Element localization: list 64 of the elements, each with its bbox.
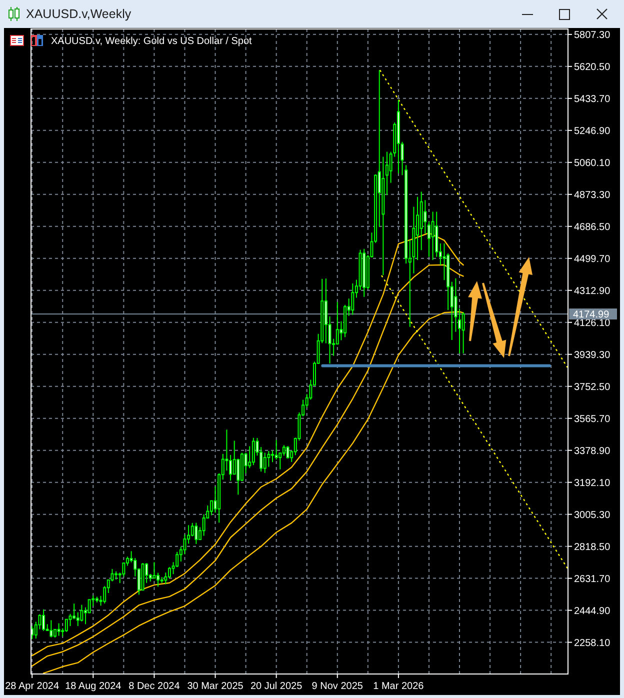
- candlestick: [42, 608, 46, 632]
- y-tick-label: 4499.70: [574, 254, 611, 265]
- y-tick-label: 5246.90: [574, 126, 611, 137]
- candlestick: [229, 454, 232, 482]
- x-tick-label: 18 Aug 2024: [65, 681, 122, 692]
- y-tick-label: 4312.90: [574, 286, 611, 297]
- y-tick-label: 3565.70: [574, 414, 611, 425]
- candlestick: [64, 618, 68, 632]
- candlestick: [271, 450, 274, 463]
- y-tick-label: 5620.50: [574, 62, 611, 73]
- candlestick: [458, 308, 462, 354]
- y-tick-label: 2444.90: [574, 606, 611, 617]
- candlestick: [57, 622, 60, 636]
- candlestick: [416, 196, 420, 261]
- candlestick: [152, 562, 156, 579]
- y-tick-label: 4686.50: [574, 222, 611, 233]
- candlestick: [190, 522, 194, 537]
- candlestick: [462, 312, 465, 354]
- candlestick: [431, 211, 434, 261]
- y-tick-label: 3005.30: [574, 510, 611, 521]
- candlestick: [225, 429, 228, 472]
- chart-title: XAUUSD.v,Weekly: [26, 7, 132, 21]
- y-tick-label: 4873.30: [574, 190, 611, 201]
- y-tick-label: 2258.10: [574, 638, 611, 649]
- x-tick-label: 20 Jul 2025: [250, 681, 303, 692]
- y-tick-label: 2631.70: [574, 574, 611, 585]
- candlestick: [88, 598, 91, 614]
- candlestick: [274, 440, 278, 460]
- candlestick: [282, 444, 286, 456]
- y-tick-label: 3192.10: [574, 478, 611, 489]
- y-tick-label: 3752.50: [574, 382, 611, 393]
- candlestick: [424, 200, 427, 234]
- y-tick-label: 2818.50: [574, 542, 611, 553]
- candlestick: [80, 604, 84, 622]
- candlestick: [324, 278, 328, 344]
- candlestick: [168, 566, 171, 579]
- y-tick-label: 3939.30: [574, 350, 611, 361]
- candlestick: [427, 221, 430, 258]
- candlestick: [76, 612, 80, 627]
- candlestick: [156, 572, 160, 588]
- candlestick: [72, 603, 76, 620]
- candlestick: [50, 620, 53, 638]
- ref-line-label: 4174.99: [573, 309, 610, 320]
- y-tick-label: 5433.70: [574, 94, 611, 105]
- text: XAUUSD.v, Weekly: Gold vs US Dollar / Spot: [51, 36, 252, 47]
- candlestick: [202, 514, 206, 536]
- y-tick-label: 5807.30: [574, 30, 611, 41]
- candlestick: [286, 446, 290, 460]
- x-tick-label: 28 Apr 2024: [5, 681, 60, 692]
- y-tick-label: 3378.90: [574, 446, 611, 457]
- candlestick: [351, 283, 354, 316]
- candlestick: [194, 522, 198, 545]
- candlestick: [210, 500, 213, 516]
- candlestick: [252, 437, 255, 466]
- x-tick-label: 1 Mar 2026: [373, 681, 424, 692]
- x-tick-label: 8 Dec 2024: [128, 681, 180, 692]
- candlestick: [263, 452, 266, 474]
- candlestick: [164, 572, 168, 585]
- candlestick: [386, 151, 388, 196]
- y-tick-label: 5060.10: [574, 158, 611, 169]
- candlestick: [336, 302, 339, 345]
- x-tick-label: 9 Nov 2025: [312, 681, 364, 692]
- x-tick-label: 30 Mar 2025: [187, 681, 244, 692]
- line-series: [42, 311, 464, 674]
